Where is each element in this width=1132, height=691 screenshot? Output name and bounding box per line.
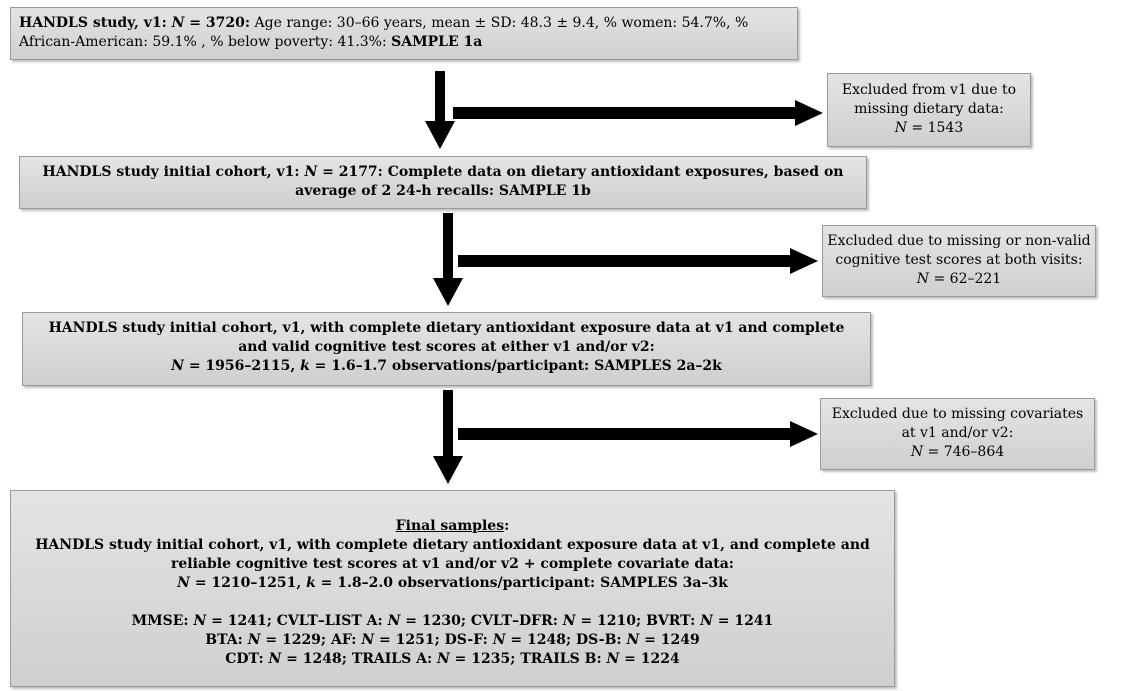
final-k-label: k (306, 575, 316, 591)
test-label: CVLT–LIST A: (276, 613, 388, 629)
test-value: = 1230; (400, 613, 471, 629)
test-value: = 1241 (712, 613, 774, 629)
box3-n-label: N (171, 358, 184, 374)
ex3-n-value: = 746–864 (923, 444, 1005, 460)
test-value: = 1249 (639, 632, 700, 648)
box3-line2: and valid cognitive test scores at eithe… (238, 339, 655, 355)
test-label: MMSE: (131, 613, 194, 629)
test-value: = 1248; (505, 632, 576, 648)
test-n: N (626, 632, 640, 648)
test-label: BTA: (205, 632, 248, 648)
test-n: N (437, 651, 450, 667)
box3-line3: = 1.6–1.7 observations/participant: SAMP… (309, 358, 722, 374)
final-line2: reliable cognitive test scores at v1 and… (171, 556, 734, 572)
test-label: TRAILS B: (520, 651, 607, 667)
box1-line2: African-American: 59.1% , % below povert… (19, 34, 392, 50)
box2-n-label: N (304, 164, 318, 180)
final-line3: = 1.8–2.0 observations/participant: SAMP… (315, 575, 728, 591)
test-n: N (193, 613, 207, 629)
test-value: = 1235; (449, 651, 521, 667)
ex1-line2: missing dietary data: (854, 101, 1004, 117)
test-label: DS-F: (444, 632, 493, 648)
test-row-2: BTA: N = 1229; AF: N = 1251; DS-F: N = 1… (17, 631, 888, 650)
ex2-line1: Excluded due to missing or non-valid (827, 233, 1091, 249)
exclusion-3-box: Excluded due to missing covariates at v1… (820, 398, 1095, 470)
box3-line1: HANDLS study initial cohort, v1, with co… (48, 320, 845, 336)
sample-1a-box: HANDLS study, v1: N = 3720: Age range: 3… (10, 7, 798, 60)
box2-line1: = 2177: Complete data on dietary antioxi… (317, 164, 844, 180)
box1-sample: SAMPLE 1a (391, 34, 483, 50)
test-n: N (700, 613, 713, 629)
test-label: TRAILS A: (351, 651, 438, 667)
test-label: DS-B: (576, 632, 627, 648)
test-n: N (562, 613, 576, 629)
test-value: = 1248; (281, 651, 352, 667)
sample-1b-box: HANDLS study initial cohort, v1: N = 217… (19, 156, 867, 209)
right-arrow-3 (458, 421, 818, 447)
ex1-line1: Excluded from v1 due to (841, 82, 1017, 98)
test-row-1: MMSE: N = 1241; CVLT–LIST A: N = 1230; C… (17, 612, 888, 631)
test-n: N (606, 651, 620, 667)
ex1-n-value: = 1543 (906, 120, 964, 136)
final-heading-colon: : (504, 518, 510, 534)
down-arrow-1 (425, 71, 455, 149)
test-label: BVRT: (646, 613, 701, 629)
test-n: N (268, 651, 282, 667)
right-arrow-2 (458, 248, 818, 274)
box1-n-label: N (171, 15, 185, 31)
exclusion-2-box: Excluded due to missing or non-valid cog… (822, 225, 1096, 297)
test-label: AF: (330, 632, 362, 648)
test-label: CDT: (225, 651, 269, 667)
test-row-3: CDT: N = 1248; TRAILS A: N = 1235; TRAIL… (17, 650, 888, 669)
ex2-line2: cognitive test scores at both visits: (835, 252, 1083, 268)
box1-line1: Age range: 30–66 years, mean ± SD: 48.3 … (250, 15, 749, 31)
test-value: = 1224 (619, 651, 680, 667)
box3-k-label: k (300, 358, 310, 374)
box1-n-value: = 3720: (184, 15, 251, 31)
test-value: = 1229; (260, 632, 331, 648)
down-arrow-2 (433, 213, 463, 306)
test-value: = 1241; (206, 613, 277, 629)
test-value: = 1210; (575, 613, 647, 629)
test-label: CVLT–DFR: (470, 613, 563, 629)
box2-title: HANDLS study initial cohort, v1: (42, 164, 305, 180)
ex3-line2: at v1 and/or v2: (901, 425, 1014, 441)
box2-line2: average of 2 24-h recalls: SAMPLE 1b (295, 183, 591, 199)
ex3-line1: Excluded due to missing covariates (831, 406, 1084, 422)
final-n-label: N (177, 575, 190, 591)
ex2-n-label: N (916, 271, 930, 287)
final-samples-box: Final samples: HANDLS study initial coho… (10, 490, 895, 687)
ex1-n-label: N (894, 120, 907, 136)
test-n: N (387, 613, 401, 629)
final-line1: HANDLS study initial cohort, v1, with co… (35, 537, 870, 553)
exclusion-1-box: Excluded from v1 due to missing dietary … (827, 73, 1031, 147)
test-n: N (492, 632, 506, 648)
test-n: N (361, 632, 375, 648)
box1-title: HANDLS study, v1: (19, 15, 172, 31)
samples-2-box: HANDLS study initial cohort, v1, with co… (22, 312, 871, 386)
down-arrow-3 (433, 390, 463, 484)
final-n-value: = 1210–1251, (189, 575, 307, 591)
final-heading: Final samples (395, 518, 505, 534)
right-arrow-1 (453, 100, 823, 126)
box3-n-value: = 1956–2115, (183, 358, 301, 374)
test-value: = 1251; (374, 632, 445, 648)
ex2-n-value: = 62–221 (929, 271, 1002, 287)
ex3-n-label: N (910, 444, 924, 460)
test-n: N (247, 632, 261, 648)
